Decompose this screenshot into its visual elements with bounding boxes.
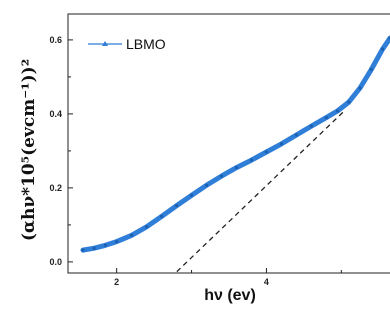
data-point	[81, 248, 85, 252]
data-point	[369, 67, 373, 72]
y-tick-label: 0.2	[49, 183, 62, 193]
y-tick-label: 0.6	[49, 35, 62, 45]
data-point	[347, 100, 351, 104]
data-point	[324, 116, 328, 120]
data-point	[204, 183, 209, 187]
data-point	[145, 225, 149, 229]
data-point	[279, 142, 284, 146]
legend: LBMO	[88, 36, 166, 52]
data-point	[380, 47, 385, 51]
data-point	[160, 214, 164, 218]
y-tick-label: 0.4	[49, 109, 62, 119]
data-point	[115, 239, 119, 244]
y-axis-label: (αhν*10⁵(evcm⁻¹))²	[19, 59, 39, 241]
data-point	[264, 150, 269, 154]
plot-frame	[67, 13, 390, 274]
x-axis-label: hν (ev)	[204, 287, 256, 304]
data-point	[335, 109, 340, 113]
data-point	[234, 165, 239, 170]
data-point	[174, 204, 179, 208]
data-point	[189, 193, 194, 197]
data-point	[103, 243, 108, 247]
data-point	[219, 174, 224, 178]
data-point	[130, 233, 134, 237]
y-tick-label: 0.0	[49, 257, 62, 267]
x-tick-label: 2	[114, 277, 119, 287]
x-tick-label: 4	[264, 277, 269, 287]
data-point	[358, 86, 362, 90]
data-point	[309, 124, 313, 128]
data-point	[294, 133, 298, 137]
data-point	[249, 158, 254, 162]
tangent-fit-line	[174, 109, 346, 273]
series-line-lbmo	[80, 35, 390, 253]
data-point	[92, 246, 96, 250]
legend-entry-lbmo: LBMO	[126, 36, 166, 52]
legend-triangle-marker	[102, 41, 108, 46]
